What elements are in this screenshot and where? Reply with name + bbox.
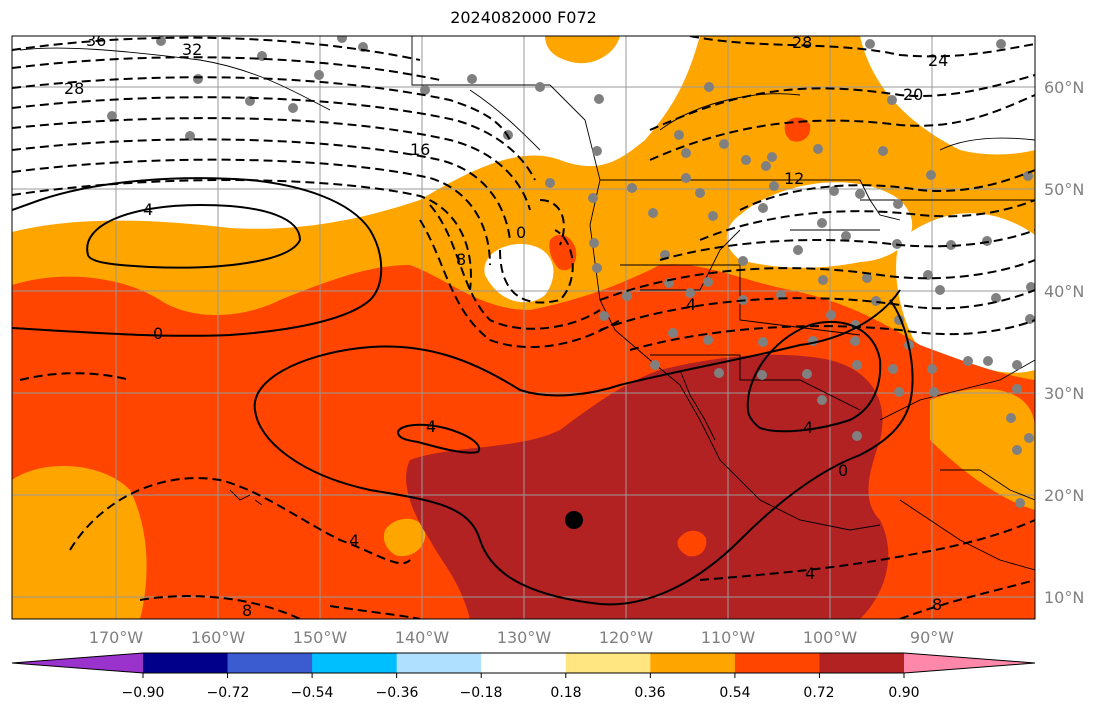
- contour-label: 4: [686, 295, 696, 314]
- contour-label: 4: [805, 564, 815, 583]
- contour-label: 8: [456, 250, 466, 269]
- shading-red-canada: [784, 117, 811, 142]
- colorbar-segment: [565, 653, 651, 673]
- latitude-labels: 60°N 50°N 40°N 30°N 20°N 10°N: [1044, 78, 1084, 607]
- lon-label: 110°W: [701, 628, 756, 647]
- contour-label: 4: [349, 531, 359, 550]
- station-dots: [107, 36, 1035, 508]
- colorbar-segment: [650, 653, 736, 673]
- colorbar-tick-label: −0.18: [460, 685, 503, 701]
- shading-white-eddy: [484, 244, 554, 303]
- contour-label: 24: [928, 51, 948, 70]
- contour-label: 0: [516, 223, 526, 242]
- contour-label: 28: [792, 33, 812, 52]
- colorbar-tick-label: 0.72: [803, 685, 834, 701]
- shading-orange-southwest: [12, 466, 147, 619]
- lon-label: 170°W: [89, 628, 144, 647]
- contour-label: 16: [410, 140, 430, 159]
- colorbar-tick-label: −0.72: [207, 685, 250, 701]
- colorbar-segment: [819, 653, 905, 673]
- contour-label: 36: [86, 31, 106, 50]
- colorbar-tick-labels: −0.90 −0.72 −0.54 −0.36 −0.18 0.18 0.36 …: [122, 685, 920, 701]
- colorbar: [11, 652, 1036, 678]
- lon-label: 140°W: [395, 628, 450, 647]
- map-panel: 36 32 28 28 24 20 16 12 8 0 4 4 8 8 4 0 …: [12, 31, 1035, 620]
- contour-label: 0: [838, 461, 848, 480]
- lat-label: 50°N: [1044, 180, 1084, 199]
- colorbar-segment: [734, 653, 820, 673]
- colorbar-tick-label: 0.54: [719, 685, 750, 701]
- map-title: 2024082000 F072: [450, 8, 597, 27]
- lat-label: 60°N: [1044, 78, 1084, 97]
- colorbar-extend-low: [12, 653, 143, 673]
- contour-label: 20: [903, 85, 923, 104]
- longitude-labels: 170°W 160°W 150°W 140°W 130°W 120°W 110°…: [89, 628, 954, 647]
- shading-orange-small: [383, 518, 426, 557]
- colorbar-extend-high: [904, 653, 1035, 673]
- colorbar-segment: [481, 653, 567, 673]
- colorbar-tick-label: 0.36: [634, 685, 665, 701]
- colorbar-segment: [227, 653, 313, 673]
- colorbar-tick-label: 0.18: [550, 685, 581, 701]
- contour-label: 12: [784, 169, 804, 188]
- lon-label: 100°W: [803, 628, 858, 647]
- lon-label: 90°W: [910, 628, 954, 647]
- contour-label: 4: [143, 200, 153, 219]
- lon-label: 160°W: [191, 628, 246, 647]
- contour-label: 4: [803, 418, 813, 437]
- colorbar-tick-label: −0.54: [291, 685, 334, 701]
- lon-label: 130°W: [497, 628, 552, 647]
- contour-label: 8: [932, 595, 942, 614]
- contour-label: 8: [242, 601, 252, 620]
- colorbar-tick-label: −0.36: [376, 685, 419, 701]
- contour-label: 4: [426, 417, 436, 436]
- shading-red-coast: [549, 234, 577, 271]
- lat-label: 20°N: [1044, 486, 1084, 505]
- map-frame: [11, 35, 1036, 620]
- colorbar-tick-label: 0.90: [888, 685, 919, 701]
- dashed-contours: [12, 36, 1035, 619]
- lat-label: 10°N: [1044, 588, 1084, 607]
- shading-darkred: [406, 354, 889, 619]
- contour-label: 0: [153, 324, 163, 343]
- colorbar-segment: [312, 653, 398, 673]
- contour-label: 32: [182, 40, 202, 59]
- lat-label: 40°N: [1044, 282, 1084, 301]
- coastlines: [19, 36, 1035, 571]
- lon-label: 120°W: [599, 628, 654, 647]
- colorbar-segment: [396, 653, 482, 673]
- colorbar-tick-label: −0.90: [122, 685, 165, 701]
- solid-contours: [12, 177, 914, 606]
- lat-label: 30°N: [1044, 384, 1084, 403]
- shading-orange-hole: [677, 530, 707, 557]
- contour-labels: 36 32 28 28 24 20 16 12 8 0 4 4 8 8 4 0 …: [64, 31, 948, 620]
- contour-label: 28: [64, 79, 84, 98]
- lon-label: 150°W: [293, 628, 348, 647]
- colorbar-segment: [143, 653, 229, 673]
- storm-center-marker: [565, 511, 583, 529]
- shading-orange-north: [545, 36, 620, 64]
